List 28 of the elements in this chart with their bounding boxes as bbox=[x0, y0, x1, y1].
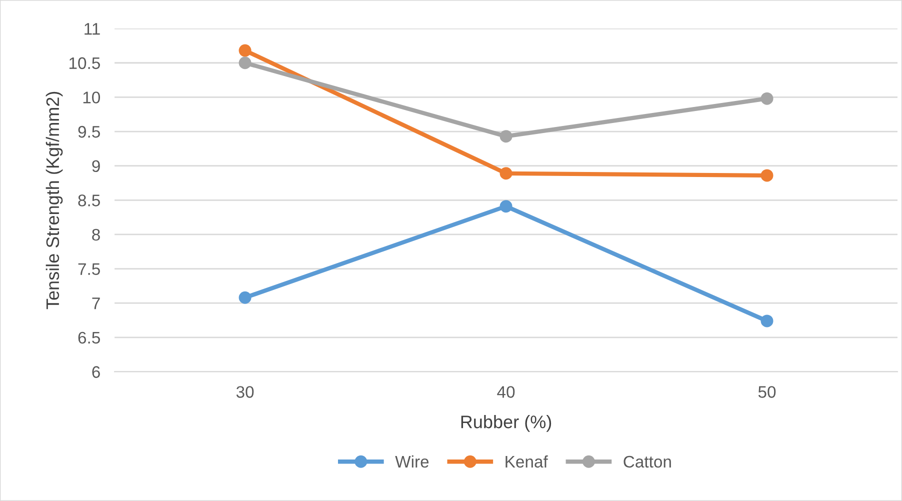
point bbox=[760, 314, 774, 328]
y-tick-label: 7 bbox=[92, 298, 100, 310]
x-tick-label: 30 bbox=[236, 386, 254, 398]
point bbox=[238, 291, 252, 304]
y-tick-label: 6 bbox=[92, 366, 100, 378]
y-tick-label: 9 bbox=[92, 160, 100, 172]
y-tick-label: 8.5 bbox=[78, 194, 100, 206]
point bbox=[500, 167, 512, 180]
point bbox=[238, 56, 252, 70]
legend-label: Kenaf bbox=[506, 455, 548, 468]
y-tick-label: 7.5 bbox=[78, 263, 100, 275]
x-tick-label: 50 bbox=[758, 386, 776, 398]
point bbox=[760, 169, 774, 182]
y-tick-label: 8 bbox=[92, 228, 100, 241]
point bbox=[760, 92, 774, 105]
x-tick-label: 40 bbox=[497, 386, 515, 398]
x-axis-title: Rubber (%) bbox=[461, 415, 552, 432]
y-axis-title: Tensile Strength (Kgf/mm2) bbox=[46, 92, 63, 310]
y-tick-label: 11 bbox=[84, 23, 100, 35]
y-tick-label: 10.5 bbox=[70, 57, 100, 70]
y-tick-label: 9.5 bbox=[78, 126, 100, 138]
point bbox=[238, 44, 252, 57]
legend-label: Catton bbox=[624, 456, 671, 468]
point bbox=[500, 200, 512, 213]
y-tick-label: 10 bbox=[83, 92, 100, 104]
legend-label: Wire bbox=[395, 455, 429, 468]
point bbox=[500, 130, 512, 143]
y-tick-label: 6.5 bbox=[78, 332, 100, 344]
